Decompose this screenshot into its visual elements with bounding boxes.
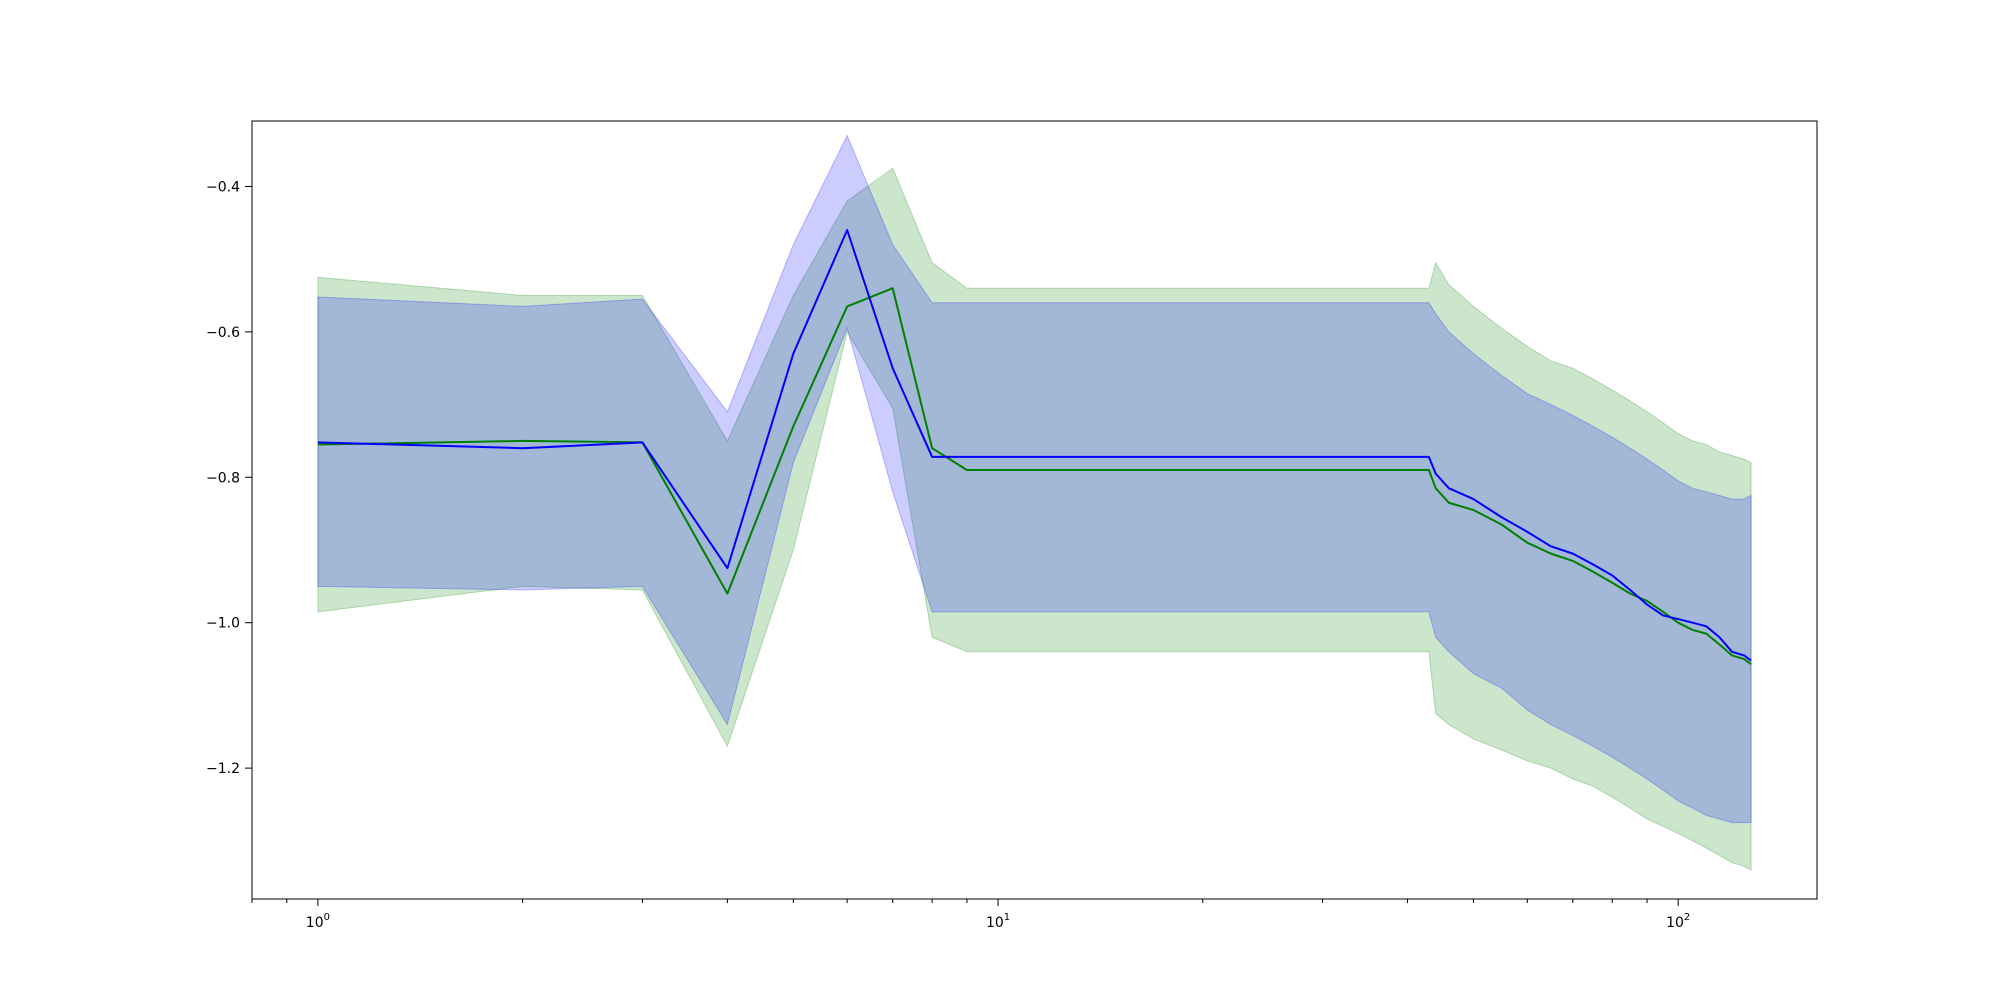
y-tick-label: −0.4 [206, 179, 240, 195]
series-2-line [317, 229, 1752, 662]
x-tick-label: 102 [1666, 912, 1690, 931]
x-axis: 100 101 102 [251, 899, 1690, 931]
x-tick-label: 100 [306, 912, 330, 931]
confidence-bands [317, 134, 1752, 871]
x-tick-label: 101 [986, 912, 1010, 931]
y-tick-label: −1.2 [206, 761, 240, 777]
series-lines [317, 229, 1752, 665]
plot-frame [251, 120, 1818, 900]
y-tick-label: −0.6 [206, 325, 240, 341]
y-tick-label: −0.8 [206, 470, 240, 486]
y-tick-label: −1.0 [206, 616, 240, 632]
series-2-band [317, 134, 1752, 824]
y-axis: −0.4 −0.6 −0.8 −1.0 −1.2 [206, 179, 252, 777]
series-1-band [317, 167, 1752, 871]
series-1-line [317, 287, 1752, 665]
